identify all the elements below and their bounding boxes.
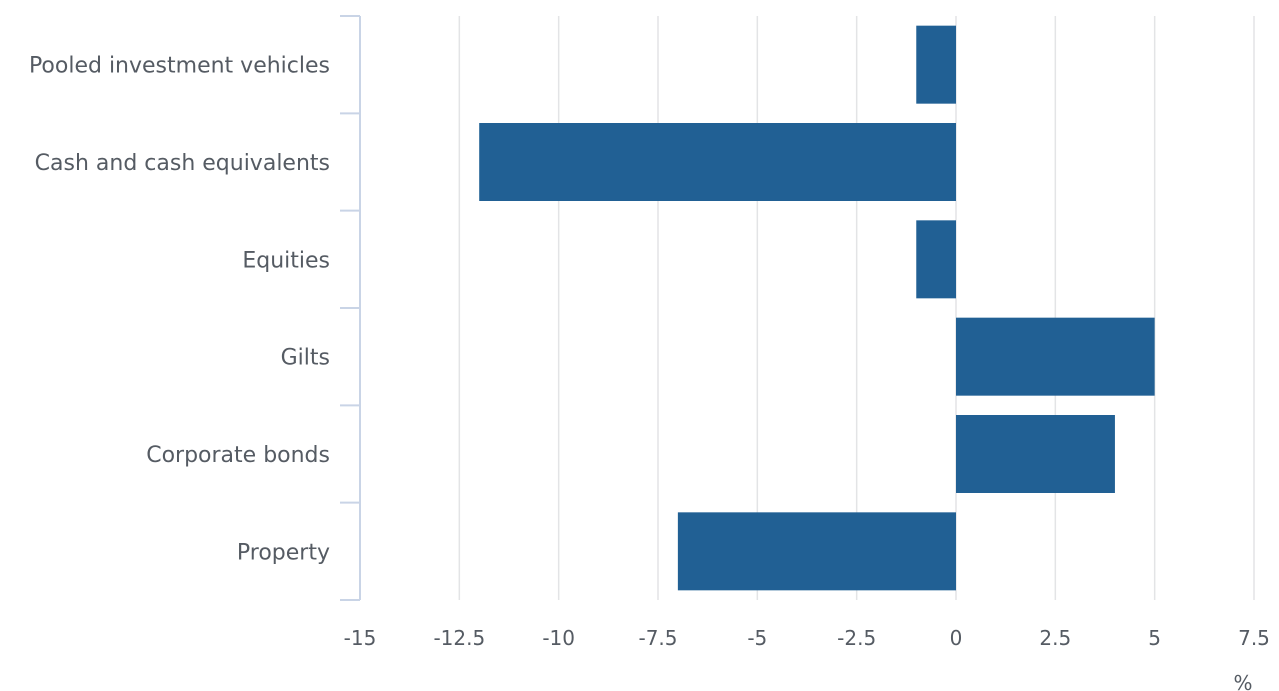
- category-label: Corporate bonds: [146, 443, 330, 468]
- x-tick-label: -2.5: [837, 626, 876, 650]
- category-label: Equities: [242, 248, 330, 273]
- category-label: Gilts: [281, 346, 330, 371]
- x-tick-label: -12.5: [433, 626, 485, 650]
- bar: [916, 220, 956, 299]
- x-unit-label: %: [1233, 671, 1252, 691]
- category-label: Property: [237, 540, 330, 565]
- x-tick-label: -10: [542, 626, 575, 650]
- x-tick-label: -5: [747, 626, 767, 650]
- bar: [956, 317, 1155, 396]
- category-axis: [340, 15, 361, 601]
- bar: [956, 415, 1115, 493]
- x-tick-labels: -15 -12.5 -10 -7.5 -5 -2.5 0 2.5 5 7.5: [344, 626, 1270, 650]
- category-labels: Pooled investment vehicles Cash and cash …: [29, 54, 330, 566]
- x-tick-label: 5: [1148, 626, 1161, 650]
- x-tick-label: -7.5: [638, 626, 677, 650]
- bar: [916, 25, 956, 104]
- category-label: Cash and cash equivalents: [35, 151, 330, 176]
- bar: [479, 123, 956, 201]
- x-tick-label: -15: [344, 626, 377, 650]
- x-tick-label: 2.5: [1039, 626, 1071, 650]
- bars: [479, 25, 1155, 591]
- x-tick-label: 7.5: [1238, 626, 1270, 650]
- category-label: Pooled investment vehicles: [29, 54, 330, 79]
- bar: [677, 512, 956, 591]
- x-tick-label: 0: [950, 626, 963, 650]
- grid-lines: [458, 16, 1255, 600]
